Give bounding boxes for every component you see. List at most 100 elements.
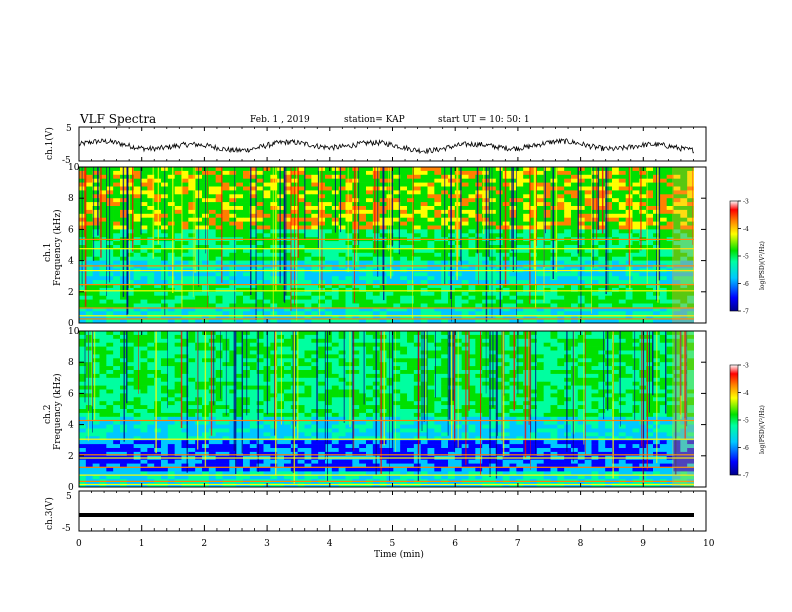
- spectrogram-cell: [468, 381, 476, 386]
- spectrogram-cell: [229, 190, 237, 195]
- spectrogram-cell: [509, 287, 517, 293]
- spectrogram-cell: [79, 346, 87, 351]
- spectrogram-cell: [420, 217, 428, 222]
- spectrogram-cell: [687, 331, 695, 336]
- spectrogram-cell: [584, 174, 592, 179]
- spectrogram-cell: [646, 233, 654, 238]
- spectrogram-cell: [215, 346, 223, 351]
- spectrogram-cell: [126, 252, 134, 257]
- spectrogram-cell: [659, 198, 667, 203]
- spectrogram-cell: [618, 331, 626, 336]
- spectrogram-cell: [195, 338, 203, 343]
- spectrogram-cell: [366, 358, 374, 363]
- spectrogram-cell: [167, 381, 175, 386]
- spectrogram-edge-strip: [672, 167, 694, 323]
- spectrogram-cell: [475, 182, 483, 187]
- spectrogram-cell: [550, 334, 558, 340]
- spectrogram-cell: [598, 338, 606, 343]
- spectrogram-cell: [297, 248, 305, 254]
- spectrogram-cell: [338, 354, 346, 359]
- spectrogram-cell: [140, 167, 148, 172]
- spectrogram-cell: [140, 307, 148, 312]
- spectrogram-cell: [659, 206, 667, 211]
- spectrogram-cell: [249, 381, 257, 386]
- spectrogram-streak: [412, 167, 413, 320]
- spectrogram-cell: [208, 307, 216, 312]
- spectrogram-cell: [243, 299, 251, 304]
- spectrogram-cell: [393, 315, 401, 320]
- spectrogram-cell: [482, 373, 490, 379]
- spectrogram-cell: [113, 350, 121, 355]
- spectrogram-cell: [79, 291, 87, 296]
- spectrogram-cell: [311, 233, 319, 238]
- spectrogram-cell: [489, 167, 497, 172]
- spectrogram-cell: [297, 362, 305, 367]
- spectrogram-cell: [557, 358, 565, 363]
- spectrogram-cell: [352, 377, 360, 382]
- spectrogram-cell: [311, 182, 319, 187]
- spectrogram-cell: [188, 217, 196, 222]
- spectrogram-cell: [120, 315, 128, 320]
- spectrogram-cell: [427, 260, 435, 265]
- spectrogram-cell: [181, 248, 189, 254]
- spectrogram-cell: [236, 170, 244, 176]
- spectrogram-cell: [577, 358, 585, 363]
- spectrogram-cell: [659, 252, 667, 257]
- spectrogram-cell: [502, 346, 510, 351]
- spectrogram-cell: [277, 346, 285, 351]
- spectrogram-cell: [598, 307, 606, 312]
- spectrogram-cell: [208, 209, 216, 215]
- spectrogram-cell: [598, 272, 606, 277]
- spectrogram-cell: [509, 307, 517, 312]
- spectrogram-cell: [543, 233, 551, 238]
- spectrogram-cell: [85, 233, 93, 238]
- spectrogram-cell: [461, 206, 469, 211]
- spectrogram-cell: [270, 295, 278, 300]
- spectrogram-cell: [79, 229, 87, 234]
- spectrogram-cell: [161, 350, 169, 355]
- spectrogram-cell: [543, 252, 551, 257]
- spectrogram-cell: [366, 280, 374, 285]
- spectrogram-cell: [133, 370, 141, 375]
- spectrogram-cell: [85, 245, 93, 250]
- spectrogram-cell: [154, 370, 162, 375]
- spectrogram-cell: [297, 209, 305, 215]
- spectrogram-cell: [427, 209, 435, 215]
- spectrogram-cell: [249, 319, 257, 324]
- spectrogram-cell: [359, 272, 367, 277]
- spectrogram-cell: [277, 303, 285, 308]
- spectrogram-cell: [550, 319, 558, 324]
- spectrogram-cell: [270, 307, 278, 312]
- spectrogram-cell: [208, 245, 216, 250]
- spectrogram-cell: [174, 167, 182, 172]
- spectrogram-cell: [687, 284, 695, 289]
- spectrogram-cell: [99, 377, 107, 382]
- spectrogram-cell: [79, 334, 87, 340]
- spectrogram-cell: [393, 373, 401, 379]
- spectrogram-cell: [461, 362, 469, 367]
- spectrogram-cell: [495, 241, 503, 246]
- spectrogram-cell: [632, 291, 640, 296]
- spectrogram-cell: [366, 213, 374, 218]
- spectrogram-cell: [277, 373, 285, 379]
- spectrogram-cell: [167, 276, 175, 281]
- spectrogram-cell: [557, 264, 565, 269]
- spectrogram-cell: [420, 303, 428, 308]
- spectrogram-cell: [113, 252, 121, 257]
- spectrogram-cell: [167, 206, 175, 211]
- spectrogram-cell: [256, 373, 264, 379]
- spectrogram-cell: [427, 287, 435, 293]
- spectrogram-cell: [140, 233, 148, 238]
- spectrogram-cell: [236, 366, 244, 371]
- spectrogram-cell: [284, 334, 292, 340]
- spectrogram-cell: [413, 377, 421, 382]
- spectrogram-cell: [181, 338, 189, 343]
- spectrogram-cell: [550, 221, 558, 226]
- spectrogram-cell: [188, 186, 196, 191]
- spectrogram-cell: [215, 256, 223, 261]
- spectrogram-cell: [133, 186, 141, 191]
- spectrogram-cell: [673, 295, 681, 300]
- spectrogram-cell: [571, 319, 579, 324]
- spectrogram-cell: [489, 272, 497, 277]
- spectrogram-cell: [208, 206, 216, 211]
